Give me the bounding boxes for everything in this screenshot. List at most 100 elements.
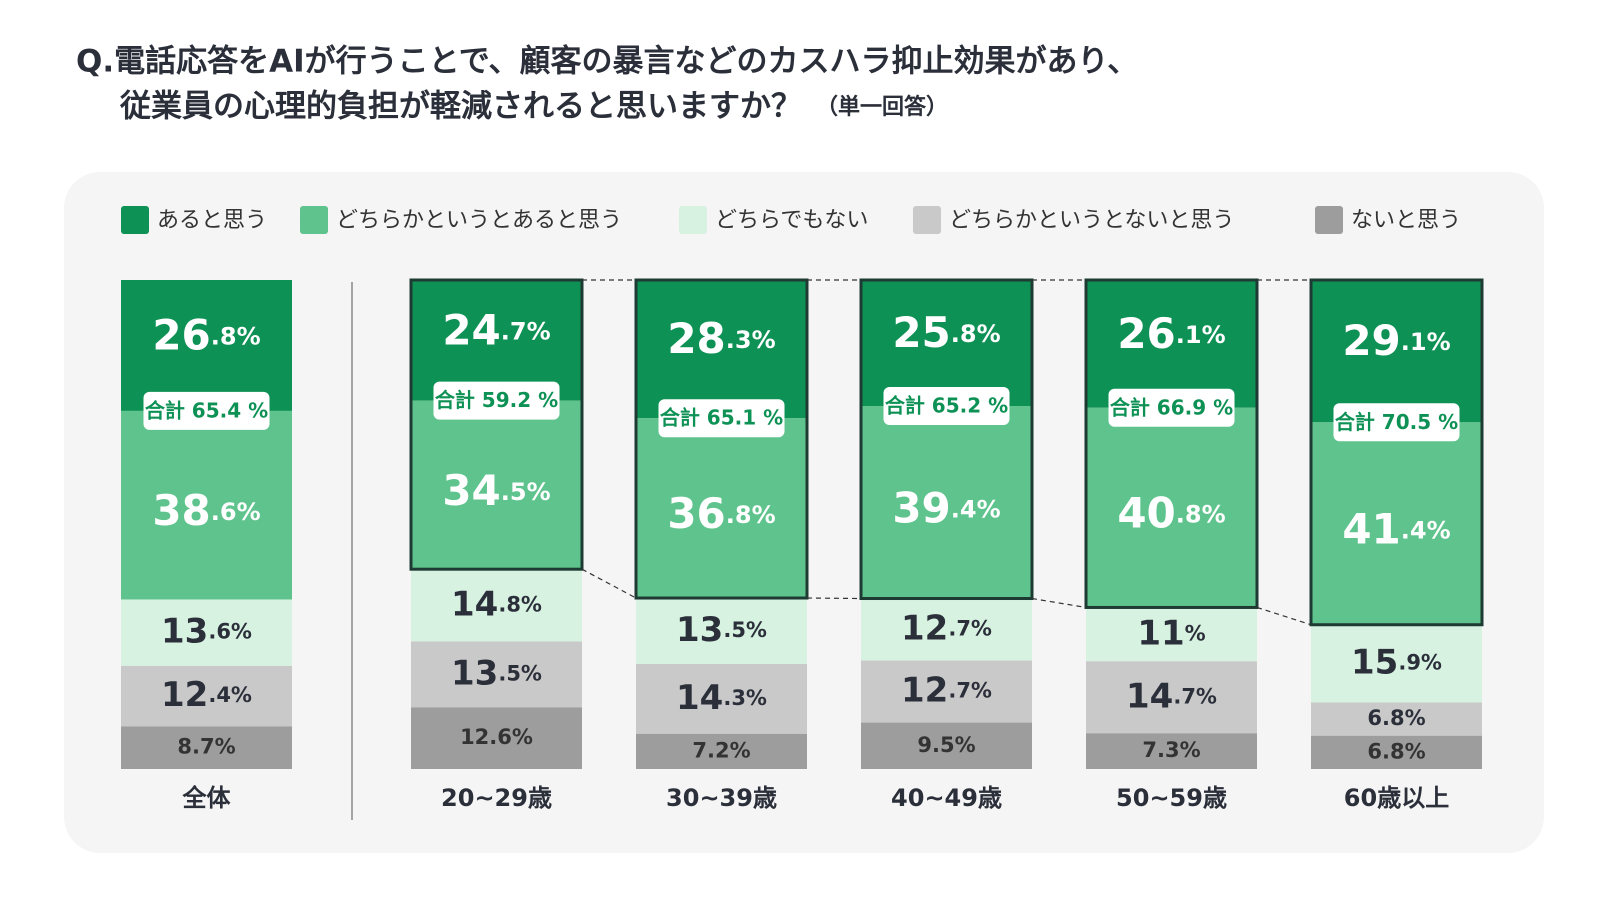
total-badge xyxy=(433,381,560,420)
total-label: 合計 65.4 % xyxy=(145,398,268,422)
total-label: 合計 70.5 % xyxy=(1335,410,1458,434)
value-label: 29.1% xyxy=(1342,316,1450,365)
bar-segment xyxy=(121,599,292,666)
group-outline xyxy=(409,278,584,571)
legend-label: あると思う xyxy=(157,208,267,233)
bar-segment xyxy=(121,665,292,727)
bar-segment xyxy=(411,280,582,401)
value-label: 12.6% xyxy=(460,725,533,749)
legend-swatch xyxy=(121,206,149,234)
legend-label: どちらでもない xyxy=(715,208,868,233)
value-label: 13.5% xyxy=(451,653,542,693)
connector xyxy=(581,568,637,599)
value-label: 7.3% xyxy=(1142,738,1200,762)
legend-label: ないと思う xyxy=(1351,208,1461,233)
value-label: 38.6% xyxy=(152,486,260,535)
bar-segment xyxy=(1311,280,1482,423)
value-label: 26.8% xyxy=(152,310,260,359)
subtitle: （単一回答） xyxy=(816,94,948,120)
bar-segment xyxy=(411,569,582,642)
bar-segment xyxy=(1086,607,1257,662)
value-label: 12.7% xyxy=(901,608,992,648)
value-label: 6.8% xyxy=(1367,739,1425,763)
bar-segment xyxy=(1086,280,1257,408)
x-tick-label: 50~59歳 xyxy=(1116,784,1227,812)
connector xyxy=(1031,597,1087,609)
value-label: 12.7% xyxy=(901,670,992,710)
bar-segment xyxy=(411,641,582,708)
x-tick-label: 60歳以上 xyxy=(1344,784,1449,812)
total-badge xyxy=(1333,403,1460,442)
value-label: 14.3% xyxy=(676,677,767,717)
bar-segment xyxy=(1311,702,1482,736)
legend-label: どちらかというとあると思う xyxy=(336,208,622,233)
total-badge xyxy=(143,391,270,430)
chart-title: 従業員の心理的負担が軽減されると思いますか？ xyxy=(119,89,802,125)
total-badge xyxy=(658,399,785,438)
legend-label: どちらかというとないと思う xyxy=(949,208,1234,233)
value-label: 24.7% xyxy=(442,305,550,354)
bar-segment xyxy=(636,418,807,599)
bar-segment xyxy=(1311,422,1482,625)
bar-segment xyxy=(1086,407,1257,608)
value-label: 7.2% xyxy=(692,738,750,762)
bar-segment xyxy=(1086,733,1257,769)
value-label: 28.3% xyxy=(667,314,775,363)
bar-segment xyxy=(121,410,292,600)
value-label: 40.8% xyxy=(1117,488,1225,537)
value-label: 26.1% xyxy=(1117,308,1225,357)
total-label: 合計 65.2 % xyxy=(885,394,1008,418)
legend-swatch xyxy=(679,206,707,234)
bar-segment xyxy=(861,598,1032,661)
bar-segment xyxy=(636,598,807,664)
bar-segment xyxy=(636,663,807,734)
total-label: 合計 59.2 % xyxy=(435,388,558,412)
connector xyxy=(1256,606,1312,626)
value-label: 39.4% xyxy=(892,483,1000,532)
bar-segment xyxy=(861,660,1032,723)
total-badge xyxy=(883,387,1010,426)
value-label: 13.5% xyxy=(676,609,767,649)
value-label: 11% xyxy=(1137,613,1205,653)
group-outline xyxy=(1084,278,1259,609)
total-label: 合計 65.1 % xyxy=(660,406,783,430)
bar-segment xyxy=(861,722,1032,769)
chart-title: Q.電話応答をAIが行うことで、顧客の暴言などのカスハラ抑止効果があり、 xyxy=(76,44,1138,80)
value-label: 25.8% xyxy=(892,308,1000,357)
value-label: 9.5% xyxy=(917,733,975,757)
x-tick-label: 全体 xyxy=(182,784,232,812)
value-label: 13.6% xyxy=(161,611,252,651)
bar-segment xyxy=(1086,661,1257,734)
value-label: 6.8% xyxy=(1367,706,1425,730)
bar-segment xyxy=(636,733,807,769)
bar-segment xyxy=(411,400,582,570)
bar-segment xyxy=(861,280,1032,407)
value-label: 41.4% xyxy=(1342,504,1450,553)
bar-segment xyxy=(411,707,582,769)
total-label: 合計 66.9 % xyxy=(1110,395,1233,419)
group-outline xyxy=(859,278,1034,601)
value-label: 15.9% xyxy=(1351,642,1442,682)
x-tick-label: 30~39歳 xyxy=(666,784,777,812)
value-label: 14.8% xyxy=(451,584,542,624)
bar-segment xyxy=(636,280,807,419)
bar-segment xyxy=(1311,624,1482,703)
legend-swatch xyxy=(1315,206,1343,234)
value-label: 14.7% xyxy=(1126,676,1217,716)
value-label: 36.8% xyxy=(667,489,775,538)
group-outline xyxy=(634,278,809,600)
bar-segment xyxy=(861,406,1032,599)
legend-swatch xyxy=(913,206,941,234)
total-badge xyxy=(1108,388,1235,427)
bar-segment xyxy=(1311,735,1482,769)
bar-segment xyxy=(121,726,292,769)
bar-segment xyxy=(121,280,292,411)
group-outline xyxy=(1309,278,1484,627)
legend-swatch xyxy=(300,206,328,234)
x-tick-label: 20~29歳 xyxy=(441,784,552,812)
value-label: 8.7% xyxy=(177,735,235,759)
value-label: 34.5% xyxy=(442,465,550,514)
x-tick-label: 40~49歳 xyxy=(891,784,1002,812)
value-label: 12.4% xyxy=(161,675,252,715)
